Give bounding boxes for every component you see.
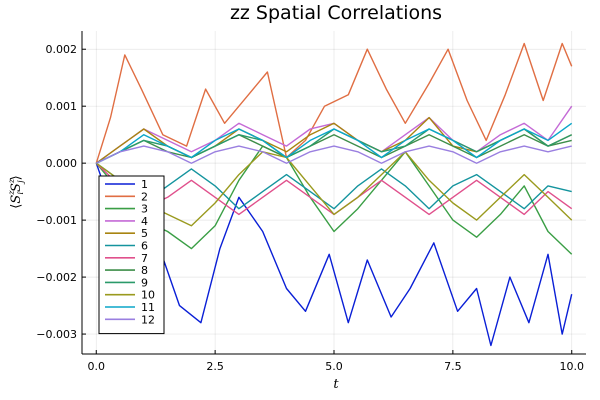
legend-label-7: 7 — [141, 252, 148, 265]
y-tick-label-0: 0.002 — [46, 43, 78, 56]
legend-label-5: 5 — [141, 227, 148, 240]
y-label-close: ⟩ — [9, 175, 24, 180]
legend-label-3: 3 — [141, 203, 148, 216]
y-tick-label-3: −0.001 — [36, 214, 77, 227]
y-label-sup-2: z — [7, 178, 16, 184]
legend-label-6: 6 — [141, 240, 148, 253]
legend-label-9: 9 — [141, 276, 148, 289]
legend-label-12: 12 — [141, 313, 155, 326]
x-tick-label-0: 0.0 — [88, 360, 106, 373]
y-tick-label-1: 0.001 — [46, 100, 78, 113]
legend-label-1: 1 — [141, 178, 148, 191]
y-tick-label-5: −0.003 — [36, 328, 77, 341]
series-line-10 — [95, 151, 573, 227]
y-label-sup-1: z — [7, 190, 16, 196]
legend-label-11: 11 — [141, 301, 155, 314]
series-line-6 — [95, 162, 572, 210]
legend-label-4: 4 — [141, 215, 148, 228]
y-label-sub-2: j — [16, 180, 25, 185]
series-layer — [95, 42, 573, 347]
legend-label-8: 8 — [141, 264, 148, 277]
x-axis-label: t — [333, 377, 339, 392]
x-tick-label-4: 10.0 — [559, 360, 584, 373]
series-line-3 — [95, 145, 573, 255]
series-line-1 — [95, 162, 573, 347]
legend-label-10: 10 — [141, 289, 155, 302]
x-tick-label-2: 5.0 — [325, 360, 343, 373]
grid — [82, 31, 586, 354]
series-line-2 — [95, 42, 573, 164]
chart-title: zz Spatial Correlations — [230, 2, 442, 24]
y-label-sub-1: i — [16, 192, 25, 195]
series-line-11 — [95, 122, 573, 164]
x-tick-label-1: 2.5 — [206, 360, 224, 373]
y-tick-label-2: 0.000 — [46, 157, 78, 170]
legend-label-2: 2 — [141, 190, 148, 203]
y-tick-label-4: −0.002 — [36, 271, 77, 284]
y-label-op-2: S — [9, 183, 24, 192]
y-label-open: ⟨ — [9, 204, 24, 209]
y-label-op-1: S — [9, 195, 24, 204]
series-line-8 — [95, 133, 572, 164]
y-axis-label: ⟨SziSzj⟩ — [7, 175, 25, 208]
ticks: 0.0 2.5 5.0 7.5 10.0 0.002 0.001 0.000 −0.001 −0.… — [36, 43, 584, 373]
svg-text:⟨SziSzj⟩: ⟨SziSzj⟩ — [7, 175, 25, 208]
series-line-12 — [95, 145, 572, 164]
x-tick-label-3: 7.5 — [444, 360, 462, 373]
